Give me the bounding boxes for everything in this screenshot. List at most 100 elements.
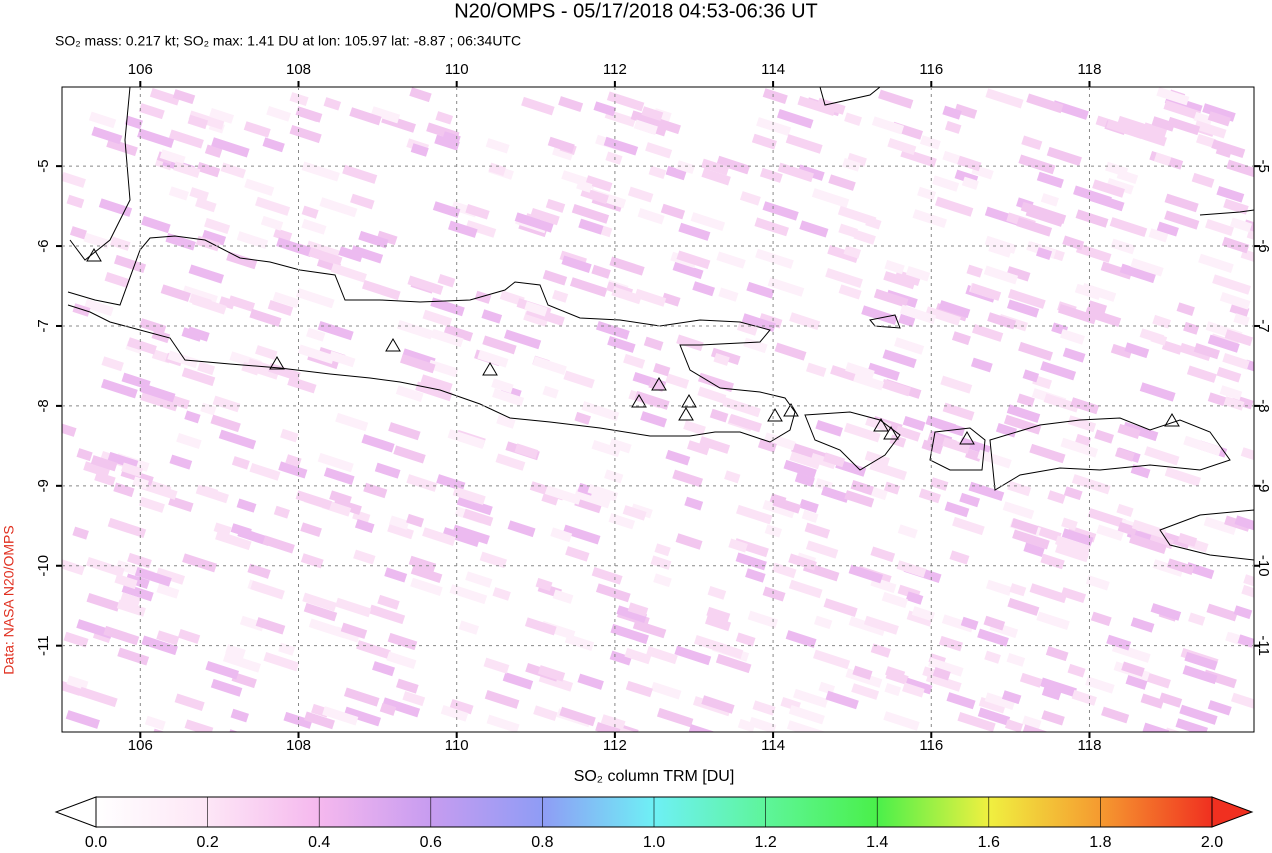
y-tick-label: -6 (35, 239, 52, 252)
texture-tile (330, 263, 367, 283)
texture-tile (616, 605, 647, 623)
texture-tile (72, 303, 91, 317)
texture-tile (388, 422, 421, 441)
texture-tile (280, 428, 299, 443)
texture-tile (78, 686, 118, 708)
texture-tile (250, 580, 285, 600)
texture-tile (249, 308, 282, 327)
texture-tile (1186, 365, 1217, 383)
y-tick-label: -10 (1255, 555, 1272, 577)
texture-tile (1040, 677, 1077, 698)
texture-tile (885, 669, 909, 685)
texture-tile (504, 329, 542, 350)
texture-tile (884, 683, 902, 697)
texture-tile (925, 672, 962, 692)
subtitle: SO₂ mass: 0.217 kt; SO₂ max: 1.41 DU at … (55, 33, 521, 49)
texture-tile (823, 598, 858, 617)
texture-tile (1130, 464, 1151, 479)
texture-tile (676, 250, 711, 270)
texture-tile (946, 692, 976, 710)
texture-tile (350, 193, 375, 210)
texture-tile (350, 245, 384, 264)
texture-tile (303, 711, 335, 730)
texture-tile (544, 485, 582, 505)
texture-tile (574, 411, 591, 425)
texture-tile (1164, 467, 1201, 487)
texture-tile (1223, 396, 1245, 411)
texture-tile (634, 288, 667, 307)
texture-tile (138, 103, 165, 120)
texture-tile (1167, 116, 1201, 136)
texture-tile (654, 543, 671, 557)
texture-tile (114, 573, 138, 590)
texture-tile (98, 198, 133, 217)
texture-tile (813, 649, 851, 670)
texture-tile (846, 152, 867, 168)
texture-tile (1125, 675, 1148, 690)
texture-tile (1142, 722, 1170, 732)
texture-tile (633, 119, 658, 135)
texture-tile (1163, 100, 1201, 120)
texture-tile (938, 635, 964, 652)
texture-tile (650, 681, 682, 700)
texture-tile (851, 683, 880, 700)
texture-tile (188, 264, 224, 284)
texture-tile (1110, 238, 1136, 255)
texture-tile (608, 513, 636, 530)
texture-tile (940, 375, 973, 394)
texture-tile (911, 606, 936, 622)
texture-tile (1040, 361, 1077, 381)
texture-tile (884, 259, 905, 275)
texture-tile (545, 198, 566, 213)
texture-tile (690, 212, 726, 232)
texture-tile (297, 344, 335, 365)
x-tick-label: 112 (603, 61, 627, 78)
texture-tile (593, 101, 617, 117)
texture-tile (957, 712, 996, 732)
texture-tile (660, 203, 686, 220)
colorbar-tick-label: 0.8 (531, 834, 553, 851)
texture-tile (1144, 446, 1180, 466)
texture-tile (1193, 343, 1220, 360)
texture-tile (828, 174, 856, 191)
texture-tile (1142, 122, 1168, 138)
texture-tile (595, 320, 630, 340)
texture-tile (1090, 611, 1112, 627)
texture-tile (758, 313, 783, 329)
texture-tile (322, 706, 359, 726)
texture-tile (743, 337, 768, 354)
texture-tile (1243, 574, 1254, 593)
texture-tile (1122, 421, 1159, 442)
texture-tile (492, 388, 525, 407)
texture-tile (665, 165, 687, 181)
texture-tile (88, 111, 117, 129)
texture-tile (1152, 559, 1184, 577)
texture-tile (62, 423, 77, 437)
texture-tile (1117, 423, 1141, 440)
texture-tile (611, 286, 642, 305)
texture-tile (211, 137, 250, 158)
texture-tile (713, 352, 730, 366)
texture-tile (972, 324, 1004, 342)
texture-tile (1007, 597, 1040, 616)
texture-tile (66, 194, 85, 209)
texture-tile (226, 251, 258, 270)
coastline (69, 87, 131, 261)
texture-tile (149, 88, 181, 106)
colorbar-tick-label: 0.4 (308, 834, 330, 851)
texture-tile (496, 414, 516, 429)
texture-tile (610, 623, 649, 645)
texture-tile (537, 665, 566, 682)
texture-tile (563, 370, 595, 389)
texture-tile (871, 116, 905, 135)
texture-tile (212, 395, 241, 413)
texture-tile (308, 247, 343, 267)
texture-tile (389, 515, 410, 530)
texture-tile (215, 530, 252, 551)
texture-tile (156, 630, 180, 646)
texture-tile (199, 484, 219, 499)
texture-tile (1117, 521, 1138, 536)
volcanoes (86, 248, 1180, 445)
texture-tile (1067, 663, 1086, 678)
